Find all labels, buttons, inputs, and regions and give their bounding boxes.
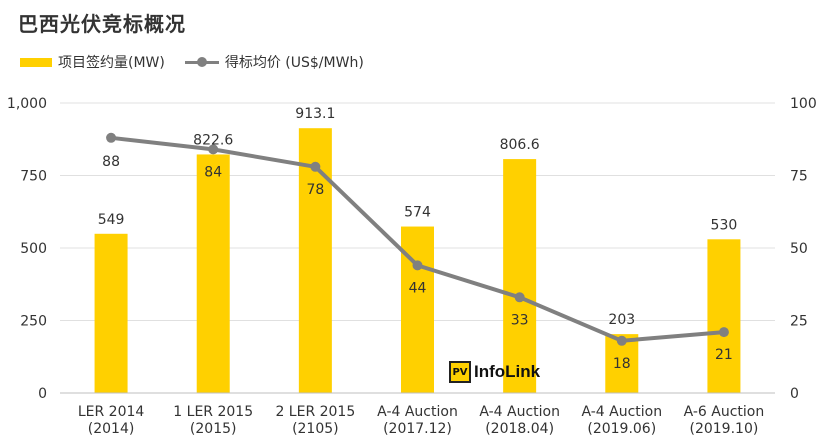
x-tick-label: LER 2014 (2014): [78, 404, 145, 437]
bar-value-label: 574: [404, 205, 431, 221]
bar: [707, 239, 741, 393]
y-left-tick-label: 0: [38, 386, 47, 402]
line-point: [208, 144, 219, 155]
bar: [503, 159, 537, 393]
bar-value-label: 549: [98, 212, 125, 228]
y-right-tick-label: 100: [790, 96, 817, 112]
line-point: [106, 132, 117, 143]
line-point: [514, 292, 525, 303]
line-value-label: 21: [715, 347, 733, 363]
line-point: [310, 161, 321, 172]
infolink-logo: PV InfoLink: [449, 361, 540, 383]
y-left-tick-label: 500: [20, 241, 47, 257]
y-right-tick-label: 0: [790, 386, 799, 402]
line-point: [412, 260, 423, 271]
bar-series: [94, 128, 741, 394]
line-value-label: 84: [204, 164, 222, 180]
pv-logo-icon: PV: [449, 361, 471, 383]
bar: [94, 233, 128, 393]
chart-title: 巴西光伏竞标概况: [18, 12, 186, 36]
line-point: [718, 327, 729, 338]
line-series: [106, 132, 729, 346]
y-left-tick-label: 250: [20, 314, 47, 330]
line-value-label: 88: [102, 154, 120, 170]
bar-value-label: 822.6: [193, 132, 233, 148]
line-value-label: 78: [306, 182, 324, 198]
y-right-tick-label: 75: [790, 169, 808, 185]
legend-line-swatch: [184, 56, 219, 68]
legend-bar-swatch: [20, 57, 52, 67]
bar: [196, 154, 230, 393]
line-point: [616, 335, 627, 346]
bar-value-label: 530: [711, 217, 738, 233]
line-value-label: 33: [511, 312, 529, 328]
y-left-tick-label: 750: [20, 169, 47, 185]
x-tick-label: A-4 Auction (2018.04): [479, 404, 560, 437]
x-tick-label: 1 LER 2015 (2015): [173, 404, 253, 437]
bar-value-label: 913.1: [295, 106, 335, 122]
y-left-tick-label: 1,000: [7, 96, 47, 112]
legend: 项目签约量(MW) 得标均价 (US$/MWh): [20, 52, 384, 72]
legend-bar-label: 项目签约量(MW): [58, 55, 165, 71]
line-value-label: 18: [613, 356, 631, 372]
bar-value-label: 203: [608, 312, 635, 328]
legend-item-bar: 项目签约量(MW): [20, 52, 165, 72]
y-right-tick-label: 50: [790, 241, 808, 257]
x-tick-label: A-4 Auction (2019.06): [581, 404, 662, 437]
x-tick-label: 2 LER 2015 (2105): [275, 404, 355, 437]
y-right-tick-label: 25: [790, 314, 808, 330]
x-tick-label: A-4 Auction (2017.12): [377, 404, 458, 437]
x-tick-label: A-6 Auction (2019.10): [684, 404, 765, 437]
line-value-label: 44: [409, 280, 427, 296]
bar-value-label: 806.6: [500, 137, 540, 153]
data-labels: 549 822.6 913.1 574 806.6 203 530 88 84 78 44 33 18 2…: [98, 106, 738, 372]
legend-item-line: 得标均价 (US$/MWh): [184, 52, 364, 72]
bar: [298, 128, 332, 394]
legend-line-label: 得标均价 (US$/MWh): [224, 55, 364, 71]
axes: 0 250 500 750 1,000 0 25 50 75 100 LER 2014 (2014) 1…: [7, 96, 817, 437]
logo-text: InfoLink: [474, 362, 541, 381]
